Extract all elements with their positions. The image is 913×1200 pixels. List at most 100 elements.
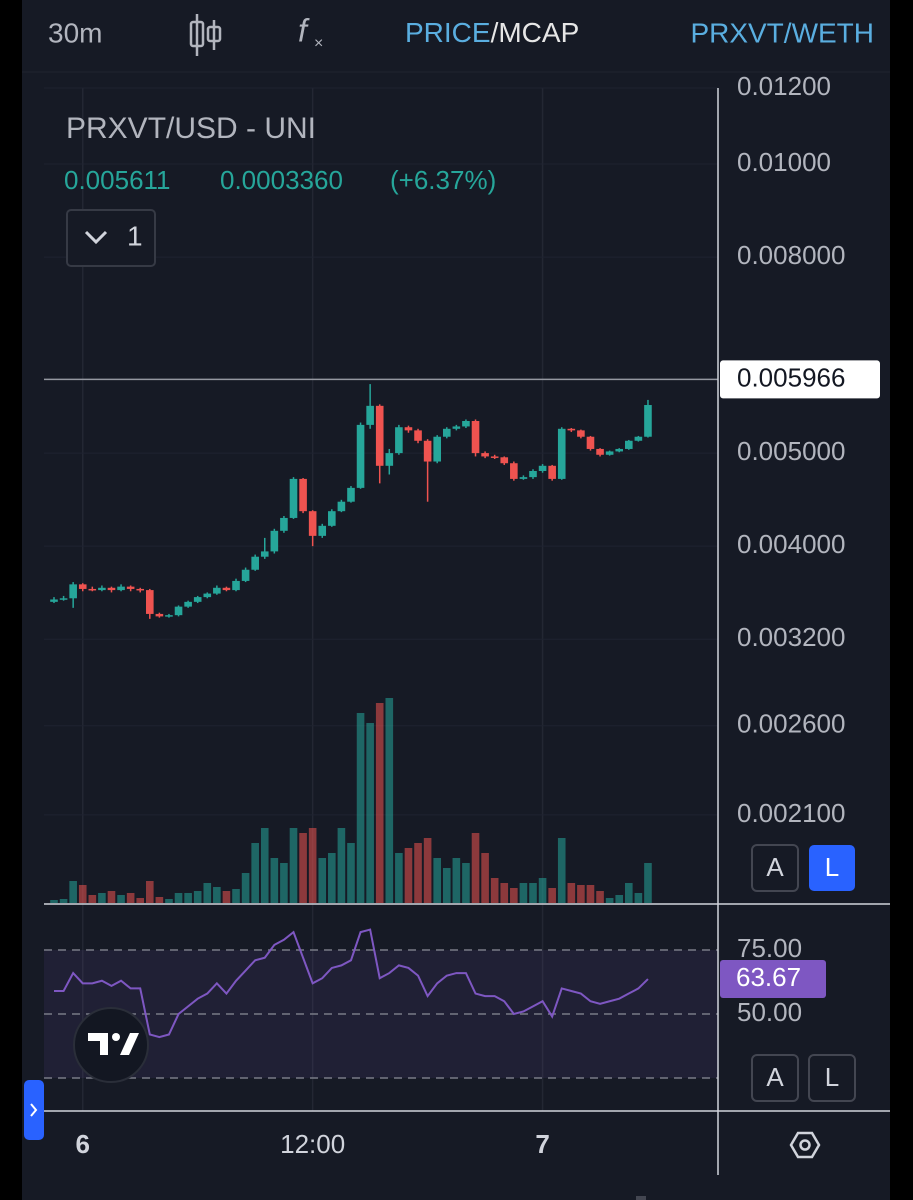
candle-body [318,525,327,536]
volume-bar [98,893,106,903]
pair-selector[interactable]: PRXVT/WETH [690,17,874,48]
volume-bar [78,885,87,903]
candle-body [404,427,413,431]
volume-bar [88,895,97,903]
candle-body [174,606,183,616]
log-label: L [825,852,839,882]
candle-body [385,453,394,466]
auto-label: A [766,1062,784,1092]
log-label: L [825,1062,839,1092]
volume-bar [538,878,547,903]
settings-icon[interactable] [789,1131,821,1159]
auto-label: A [766,852,784,882]
volume-bar [577,885,585,903]
y-tick-label: 0.004000 [737,529,845,559]
volume-bar [241,873,250,903]
candle-icon[interactable] [189,14,222,56]
volume-bar [270,858,279,903]
candle-body [184,601,192,607]
candle-body [59,598,68,600]
volume-bar [615,895,624,903]
candle-body [98,587,106,591]
candle-body [644,405,652,437]
volume-bar [481,853,489,903]
auto-scale-button[interactable]: A [751,844,799,892]
candle-body [471,421,480,454]
tradingview-logo[interactable] [73,1007,149,1083]
volume-bar [165,899,173,903]
volume-bar [586,885,595,903]
separator: / [491,17,499,48]
mcap-option[interactable]: MCAP [498,17,579,48]
rsi-auto-button[interactable]: A [751,1054,799,1102]
volume-bar [136,898,145,903]
volume-bar [596,891,604,903]
volume-bar [548,888,556,903]
candle-body [366,405,374,425]
candle-body [88,588,97,591]
rsi-value-label: 63.67 [736,962,801,992]
volume-bar [126,893,135,903]
candle-body [260,551,269,557]
side-tab[interactable] [24,1080,44,1140]
volume-bar [289,828,298,903]
price-change: 0.0003360 [220,165,343,195]
volume-bar [203,883,212,903]
volume-bar [423,838,432,903]
volume-bar [337,828,346,903]
candle-body [107,587,116,591]
volume-bar [414,843,422,903]
volume-bar [213,887,221,903]
candle-body [299,478,307,512]
volume-bar [500,883,509,903]
candle-body [462,421,470,427]
price-mcap-toggle[interactable]: PRICE/MCAP [405,17,579,48]
candle-body [356,424,365,488]
log-scale-button[interactable]: L [809,845,855,891]
candle-body [328,511,336,526]
volume-bar [318,858,327,903]
y-tick-label: 0.005000 [737,436,845,466]
rsi-log-button[interactable]: L [808,1054,856,1102]
candle-body [567,428,576,431]
volume-bar [222,891,231,903]
indicator-toggle[interactable]: 1 [66,209,156,267]
candle-body [596,448,604,455]
candle-body [280,517,288,531]
volume-bar [59,899,68,903]
volume-bar [404,848,413,903]
volume-bar [529,883,537,903]
rsi-tick-label: 50.00 [737,997,802,1027]
volume-bar [260,828,269,903]
candle-body [490,456,499,458]
symbol-title: PRXVT/USD - UNI [66,112,316,145]
last-price: 0.005611 [64,165,171,195]
candle-body [423,440,432,462]
candle-body [615,448,624,452]
candle-body [155,613,164,617]
price-option[interactable]: PRICE [405,17,491,48]
volume-bar [174,893,183,903]
volume-bar [117,895,125,903]
candle-body [337,501,346,512]
volume-bar [280,863,288,903]
candle-body [414,430,422,441]
volume-bar [184,893,192,903]
volume-bar [462,863,470,903]
scroll-indicator [636,1196,646,1200]
candle-body [222,587,231,591]
rsi-value-box [720,960,826,999]
candle-body [50,599,58,602]
volume-bar [50,900,58,903]
volume-bar [605,898,614,903]
volume-bar [146,881,154,903]
volume-bar [471,833,480,903]
x-tick-label: 6 [76,1129,90,1159]
candle-body [270,530,279,552]
interval[interactable]: 30m [48,17,102,48]
y-tick-label: 0.002600 [737,709,845,739]
volume-bar [251,843,259,903]
volume-bar [375,703,384,903]
volume-bar [510,888,518,903]
